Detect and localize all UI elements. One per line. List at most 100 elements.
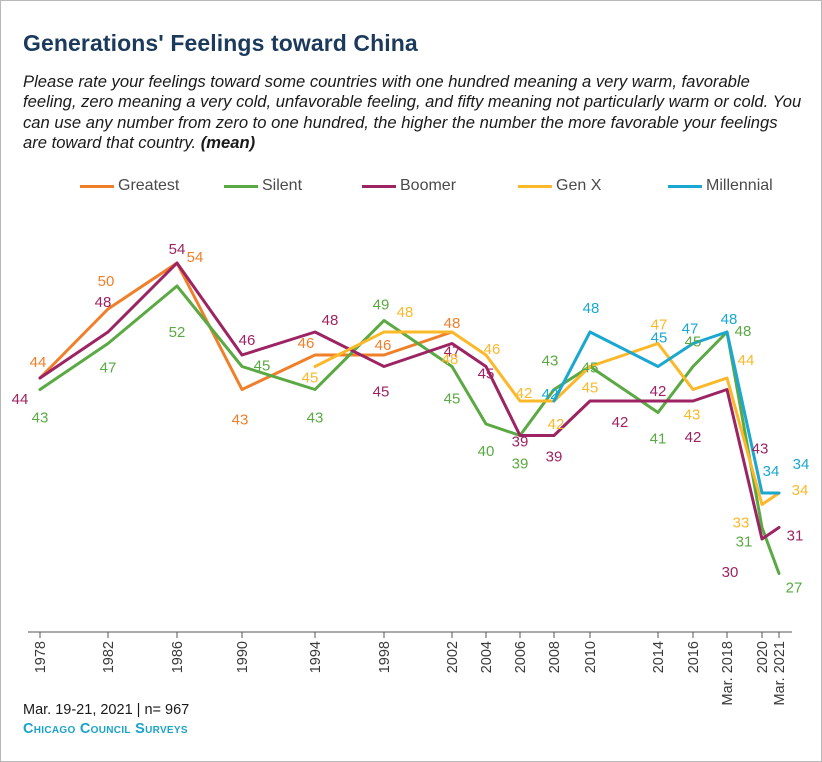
data-label-greatest: 54 bbox=[187, 249, 204, 266]
legend-swatch bbox=[224, 184, 258, 188]
legend-swatch bbox=[518, 184, 552, 188]
data-label-silent: 47 bbox=[100, 360, 117, 377]
data-label-boomer: 54 bbox=[169, 241, 186, 258]
legend-swatch bbox=[80, 184, 114, 188]
data-label-silent: 43 bbox=[32, 410, 49, 427]
data-label-boomer: 30 bbox=[722, 564, 739, 581]
legend-label: Millennial bbox=[706, 177, 773, 194]
legend-swatch bbox=[362, 184, 396, 188]
x-tick-label: 1998 bbox=[377, 641, 393, 673]
data-label-millennial: 34 bbox=[763, 463, 780, 480]
data-label-silent: 40 bbox=[478, 443, 495, 460]
x-tick-label: 2002 bbox=[445, 641, 461, 673]
data-label-boomer: 45 bbox=[478, 366, 495, 383]
data-label-boomer: 47 bbox=[444, 344, 461, 361]
legend-item-silent: Silent bbox=[224, 177, 302, 195]
data-label-boomer: 39 bbox=[512, 434, 529, 451]
data-label-gen-x: 45 bbox=[302, 370, 319, 387]
legend-label: Gen X bbox=[556, 177, 602, 194]
data-label-gen-x: 42 bbox=[548, 416, 565, 433]
data-label-millennial: 42 bbox=[542, 386, 559, 403]
legend-swatch bbox=[668, 184, 702, 188]
legend-item-boomer: Boomer bbox=[362, 177, 456, 195]
subtitle-emphasis: (mean) bbox=[200, 133, 256, 153]
data-label-silent: 45 bbox=[582, 360, 599, 377]
x-tick-label: 1994 bbox=[308, 641, 324, 673]
data-label-silent: 31 bbox=[736, 534, 753, 551]
data-label-silent: 52 bbox=[169, 324, 186, 341]
data-label-silent: 45 bbox=[685, 334, 702, 351]
data-label-gen-x: 34 bbox=[792, 482, 809, 499]
x-tick-label: 2008 bbox=[547, 641, 563, 673]
x-tick-label: 1982 bbox=[101, 641, 117, 673]
x-tick-label: 2020 bbox=[755, 641, 771, 673]
x-tick-label: 2006 bbox=[513, 641, 529, 673]
series-line-silent bbox=[38, 284, 781, 575]
data-label-gen-x: 43 bbox=[684, 407, 701, 424]
data-label-boomer: 42 bbox=[685, 429, 702, 446]
data-label-boomer: 48 bbox=[95, 294, 112, 311]
data-label-millennial: 48 bbox=[583, 300, 600, 317]
data-label-gen-x: 42 bbox=[516, 385, 533, 402]
data-label-silent: 48 bbox=[735, 323, 752, 340]
data-label-greatest: 48 bbox=[444, 315, 461, 332]
data-label-boomer: 42 bbox=[650, 383, 667, 400]
chart-title: Generations' Feelings toward China bbox=[23, 30, 418, 56]
chart-subtitle: Please rate your feelings toward some co… bbox=[23, 72, 803, 154]
legend-label: Silent bbox=[262, 177, 303, 194]
data-label-greatest: 43 bbox=[232, 412, 249, 429]
data-label-greatest: 46 bbox=[375, 337, 392, 354]
data-label-greatest: 46 bbox=[298, 335, 315, 352]
series-line-millennial bbox=[552, 330, 781, 495]
legend-item-gen-x: Gen X bbox=[518, 177, 601, 195]
series-line-greatest bbox=[38, 261, 454, 391]
x-tick-label: 1986 bbox=[170, 641, 186, 673]
data-label-silent: 45 bbox=[444, 391, 461, 408]
x-tick-label: Mar. 2018 bbox=[720, 641, 736, 706]
data-label-silent: 41 bbox=[650, 431, 667, 448]
data-label-silent: 27 bbox=[786, 580, 803, 597]
data-label-millennial: 48 bbox=[721, 311, 738, 328]
data-label-boomer: 42 bbox=[612, 414, 629, 431]
data-label-gen-x: 48 bbox=[397, 304, 414, 321]
data-label-silent: 39 bbox=[512, 456, 529, 473]
data-label-gen-x: 47 bbox=[651, 317, 668, 334]
x-tick-label: 2004 bbox=[479, 641, 495, 673]
data-label-millennial: 34 bbox=[793, 456, 810, 473]
data-label-boomer: 46 bbox=[239, 332, 256, 349]
data-label-boomer: 44 bbox=[12, 391, 29, 408]
survey-footnote: Mar. 19-21, 2021 | n= 967 bbox=[23, 702, 190, 718]
x-tick-label: 2010 bbox=[583, 641, 599, 673]
x-tick-label: 1990 bbox=[235, 641, 251, 673]
data-label-silent: 45 bbox=[254, 358, 271, 375]
data-label-millennial: 47 bbox=[682, 321, 699, 338]
x-tick-label: Mar. 2021 bbox=[772, 641, 788, 706]
data-label-gen-x: 46 bbox=[484, 341, 501, 358]
data-label-gen-x: 48 bbox=[442, 351, 459, 368]
x-tick-label: 1978 bbox=[33, 641, 49, 673]
data-label-boomer: 43 bbox=[752, 441, 769, 458]
legend-label: Greatest bbox=[118, 177, 180, 194]
legend-item-greatest: Greatest bbox=[80, 177, 179, 195]
source-label: Chicago Council Surveys bbox=[23, 721, 188, 737]
series-line-gen-x bbox=[313, 330, 781, 506]
legend-item-millennial: Millennial bbox=[668, 177, 773, 195]
data-label-gen-x: 45 bbox=[582, 380, 599, 397]
data-label-gen-x: 44 bbox=[738, 352, 755, 369]
x-tick-label: 2016 bbox=[686, 641, 702, 673]
data-label-silent: 43 bbox=[542, 353, 559, 370]
legend-label: Boomer bbox=[400, 177, 457, 194]
data-label-greatest: 44 bbox=[30, 354, 47, 371]
series-line-boomer bbox=[38, 261, 781, 541]
data-label-millennial: 45 bbox=[651, 330, 668, 347]
data-label-silent: 49 bbox=[373, 297, 390, 314]
data-label-boomer: 39 bbox=[546, 449, 563, 466]
data-label-boomer: 45 bbox=[373, 384, 390, 401]
data-label-silent: 43 bbox=[307, 410, 324, 427]
data-label-greatest: 50 bbox=[98, 273, 115, 290]
x-tick-label: 2014 bbox=[651, 641, 667, 673]
subtitle-text: Please rate your feelings toward some co… bbox=[23, 72, 802, 153]
data-label-boomer: 31 bbox=[787, 528, 804, 545]
data-label-boomer: 48 bbox=[322, 312, 339, 329]
